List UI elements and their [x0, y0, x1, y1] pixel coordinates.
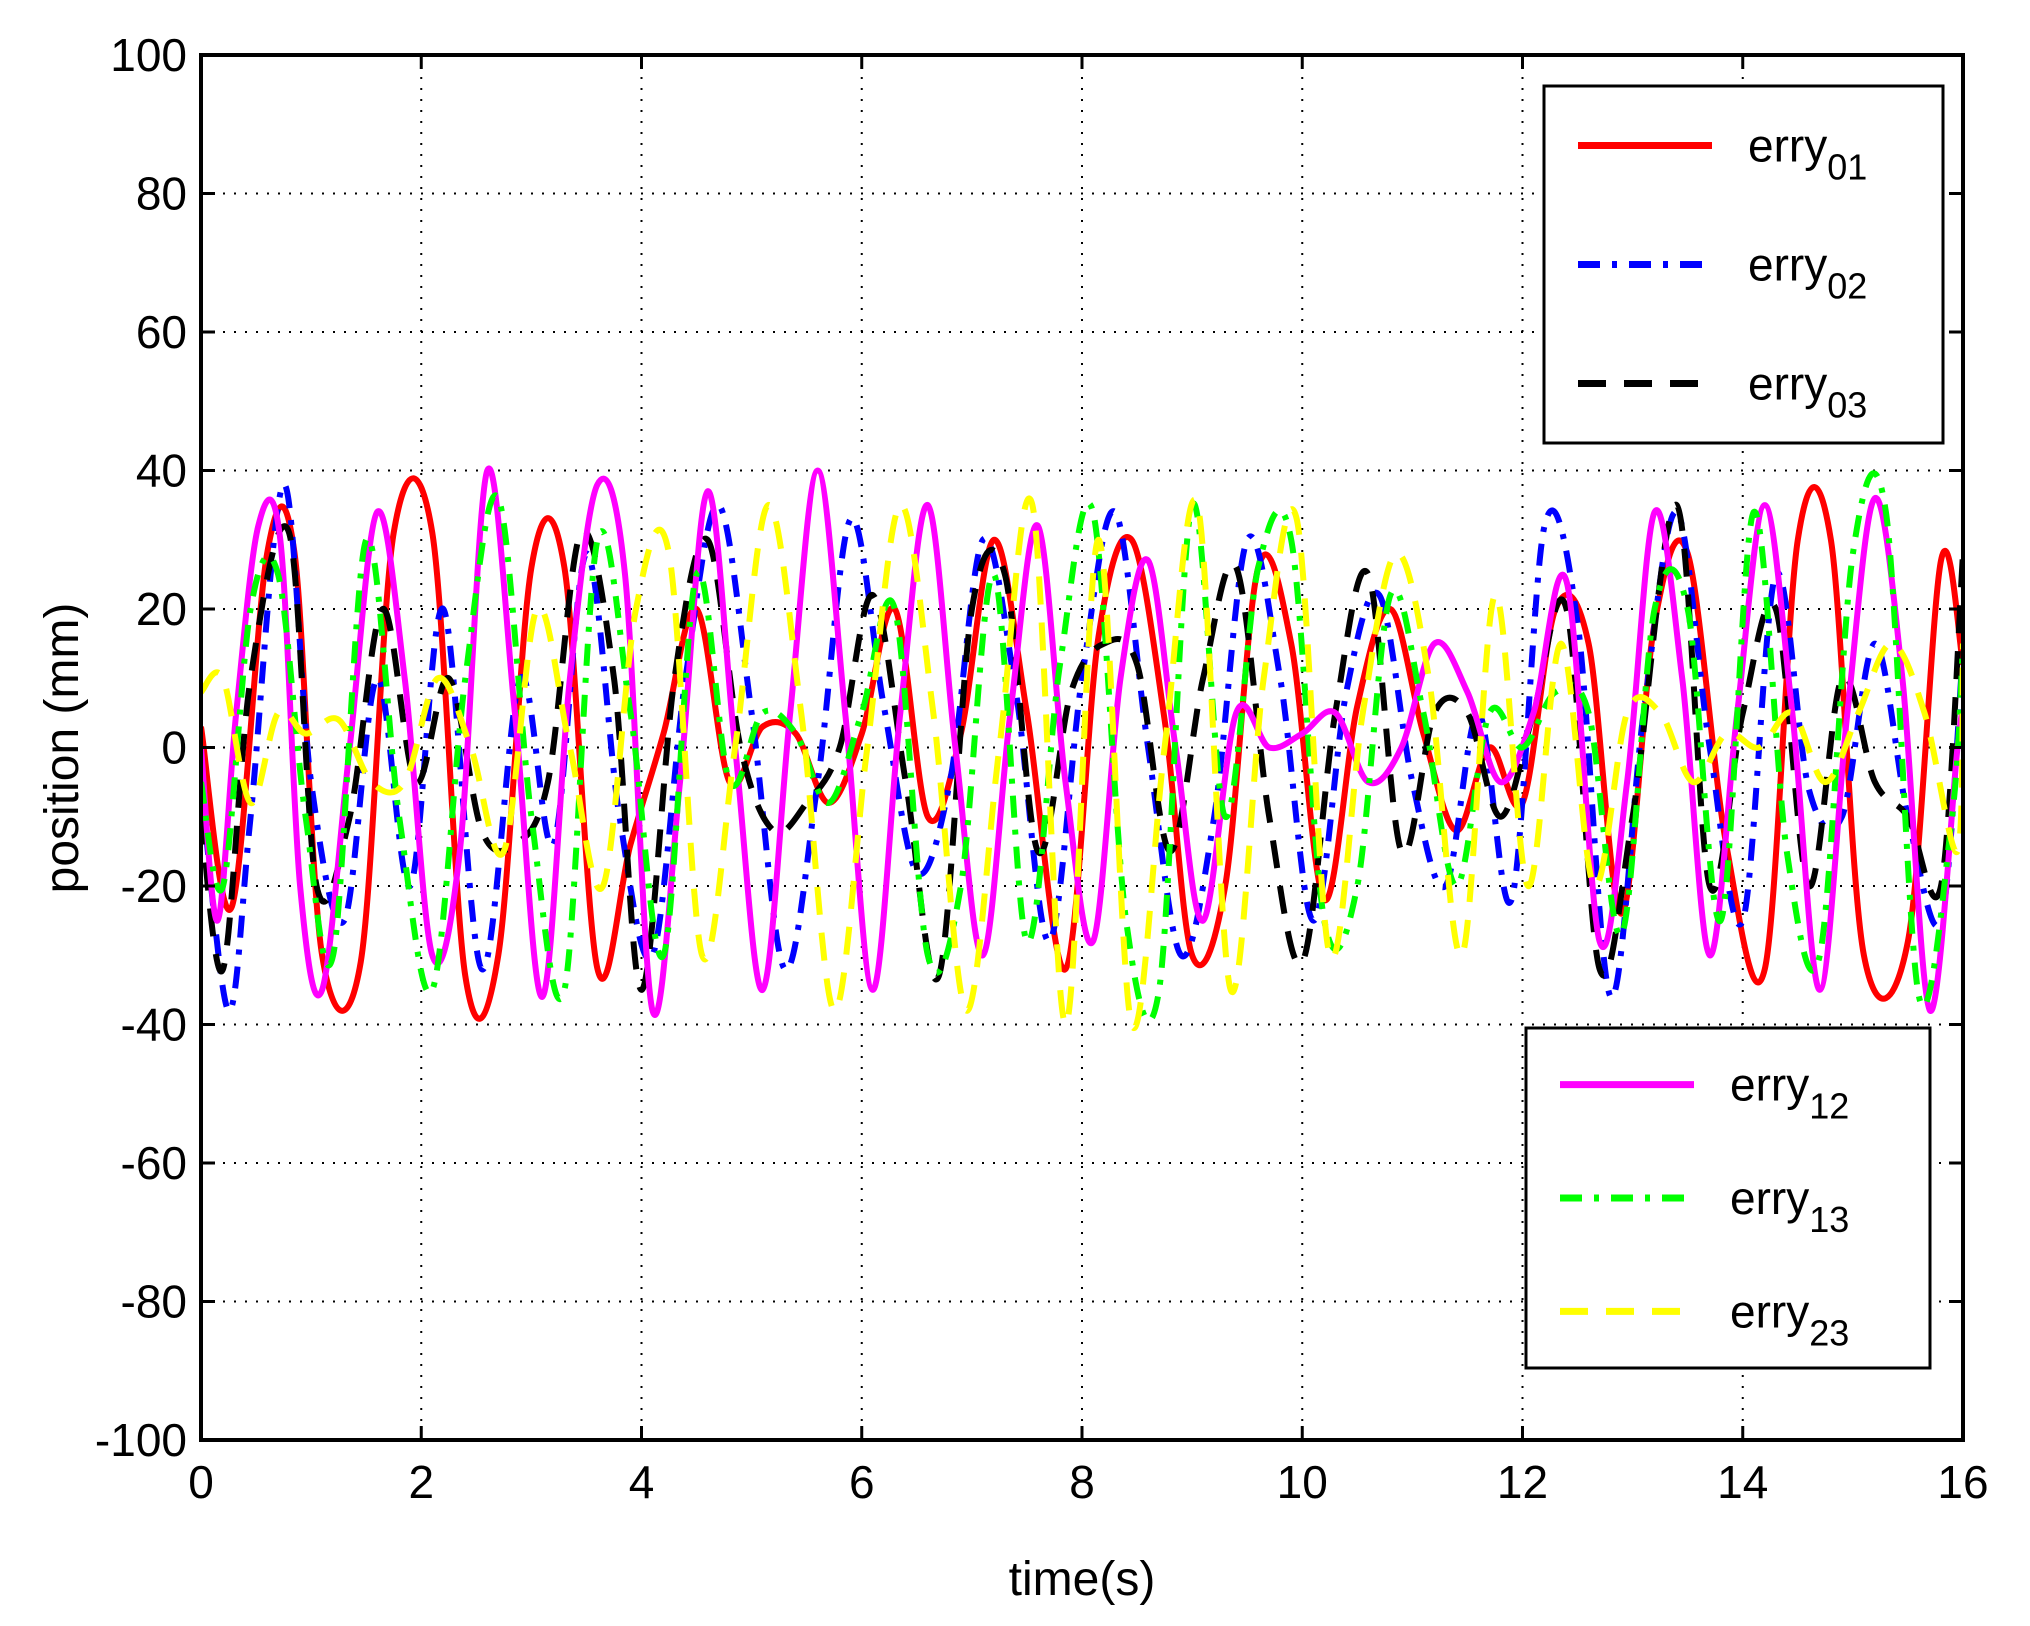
series-group [201, 465, 1963, 1031]
legend-box [1542, 84, 1945, 445]
legend-label-erry13: erry13 [1730, 1172, 1849, 1240]
series-line-erry23 [201, 495, 1963, 1031]
x-tick-label: 12 [1497, 1456, 1548, 1508]
ticks: 0 2 4 6 8 10 12 14 16 100 80 60 40 20 0 -20 -40 -60 -80 -10… [95, 29, 1989, 1508]
y-tick-label: 40 [136, 445, 187, 497]
series-line-erry13 [201, 470, 1963, 1024]
x-tick-label: 14 [1717, 1456, 1768, 1508]
y-tick-label: -20 [121, 860, 187, 912]
x-tick-label: 4 [629, 1456, 655, 1508]
legend-box [1524, 1026, 1932, 1370]
x-tick-label: 8 [1069, 1456, 1095, 1508]
series-line-erry12 [201, 465, 1963, 1018]
y-tick-label: 80 [136, 168, 187, 220]
y-tick-label: -80 [121, 1276, 187, 1328]
x-tick-label: 2 [408, 1456, 434, 1508]
y-tick-label: -100 [95, 1414, 187, 1466]
legends: erry01 erry02 erry03 erry12 erry13 erry23 [1524, 84, 1945, 1370]
x-tick-label: 0 [188, 1456, 214, 1508]
y-tick-label: -60 [121, 1137, 187, 1189]
x-tick-label: 10 [1277, 1456, 1328, 1508]
legend-label-erry23: erry23 [1730, 1285, 1849, 1353]
y-tick-label: -40 [121, 999, 187, 1051]
y-tick-label: 20 [136, 583, 187, 635]
x-tick-label: 16 [1937, 1456, 1988, 1508]
y-axis-title: position (mm) [36, 603, 89, 894]
y-tick-label: 60 [136, 306, 187, 358]
y-tick-label: 100 [110, 29, 187, 81]
grid [201, 55, 1963, 1440]
y-tick-label: 0 [161, 722, 187, 774]
legend-label-erry12: erry12 [1730, 1059, 1849, 1127]
legend-label-erry03: erry03 [1748, 358, 1867, 426]
x-tick-label: 6 [849, 1456, 875, 1508]
legend-label-erry01: erry01 [1748, 120, 1867, 188]
legend-label-erry02: erry02 [1748, 239, 1867, 307]
series-line-erry02 [201, 481, 1963, 1014]
x-axis-title: time(s) [1009, 1553, 1156, 1606]
